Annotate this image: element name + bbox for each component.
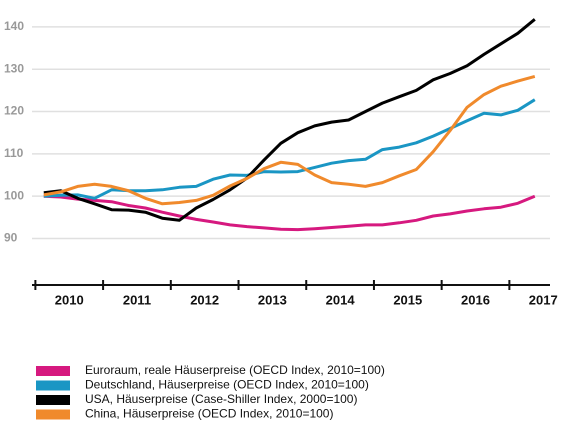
- series-line: [43, 18, 536, 222]
- x-tick-label: 2013: [258, 292, 287, 307]
- legend-label: Euroraum, reale Häuserpreise (OECD Index…: [85, 363, 385, 377]
- y-tick-label: 100: [4, 188, 24, 202]
- x-tick-label: 2017: [529, 292, 558, 307]
- x-tick-label: 2015: [393, 292, 422, 307]
- x-tick-label: 2011: [123, 292, 151, 307]
- x-tick-label: 2010: [55, 292, 84, 307]
- x-tick-label: 2016: [461, 292, 490, 307]
- y-tick-label: 140: [4, 19, 24, 33]
- legend-swatch: [36, 380, 70, 391]
- legend-label: China, Häuserpreise (OECD Index, 2010=10…: [85, 407, 333, 421]
- series-line: [43, 74, 536, 206]
- series-line: [43, 194, 536, 232]
- legend-swatch: [36, 409, 70, 420]
- y-tick-label: 130: [4, 61, 24, 75]
- legend-label: USA, Häuserpreise (Case-Shiller Index, 2…: [85, 392, 357, 406]
- x-tick-label: 2012: [190, 292, 219, 307]
- y-tick-label: 90: [4, 231, 18, 245]
- x-tick-label: 2014: [326, 292, 356, 307]
- legend-swatch: [36, 395, 70, 405]
- legend-label: Deutschland, Häuserpreise (OECD Index, 2…: [85, 378, 369, 392]
- legend-swatch: [36, 366, 70, 376]
- y-tick-label: 120: [4, 104, 24, 118]
- y-tick-label: 110: [4, 146, 24, 160]
